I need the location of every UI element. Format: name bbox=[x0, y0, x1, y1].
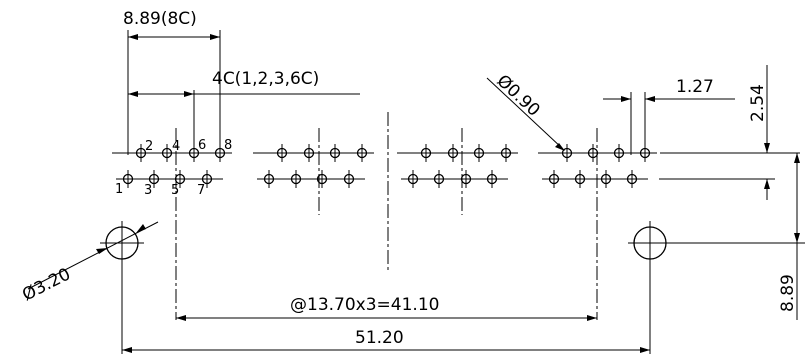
dim-mount-span: 51.20 bbox=[121, 265, 651, 354]
dim-mount-offset: 8.89 bbox=[672, 153, 805, 320]
pin-holes bbox=[112, 144, 800, 188]
dim-mount-hole-dia: Ø3.20 bbox=[19, 221, 159, 305]
pin-label-8: 8 bbox=[224, 138, 232, 153]
pin-label-2: 2 bbox=[145, 139, 153, 154]
dim-port-pitch-label: @13.70x3=41.10 bbox=[290, 295, 439, 315]
dim-pin-hole-dia-label: Ø0.90 bbox=[493, 71, 544, 121]
dim-pin-pitch-label: 1.27 bbox=[676, 77, 714, 97]
pin-label-1: 1 bbox=[115, 182, 123, 197]
dim-mount-offset-label: 8.89 bbox=[778, 274, 798, 312]
pin-label-4: 4 bbox=[172, 139, 180, 154]
dim-pitch-8c: 8.89(8C) bbox=[123, 9, 221, 155]
mounting-hole-left bbox=[100, 221, 144, 265]
port-centerlines bbox=[175, 112, 598, 320]
pin-label-5: 5 bbox=[171, 183, 179, 198]
dim-pitch-4c-label: 4C(1,2,3,6C) bbox=[212, 69, 319, 89]
mounting-hole-right bbox=[628, 221, 672, 265]
dim-pin-hole-dia: Ø0.90 bbox=[486, 71, 565, 151]
pin-number-labels: 1 2 3 4 5 6 7 8 bbox=[115, 138, 232, 198]
dim-pitch-8c-label: 8.89(8C) bbox=[123, 9, 197, 29]
pin-label-3: 3 bbox=[144, 183, 152, 198]
dim-pin-pitch: 1.27 bbox=[603, 77, 735, 155]
dim-row-offset-label: 2.54 bbox=[748, 84, 768, 122]
dim-mount-hole-dia-label: Ø3.20 bbox=[19, 264, 74, 305]
pin-label-7: 7 bbox=[197, 183, 205, 198]
pin-label-6: 6 bbox=[198, 138, 206, 153]
dim-port-pitch: @13.70x3=41.10 bbox=[176, 295, 597, 321]
dim-row-offset: 2.54 bbox=[659, 65, 775, 200]
dim-pitch-4c: 4C(1,2,3,6C) bbox=[128, 69, 360, 155]
dim-mount-span-label: 51.20 bbox=[355, 328, 404, 348]
